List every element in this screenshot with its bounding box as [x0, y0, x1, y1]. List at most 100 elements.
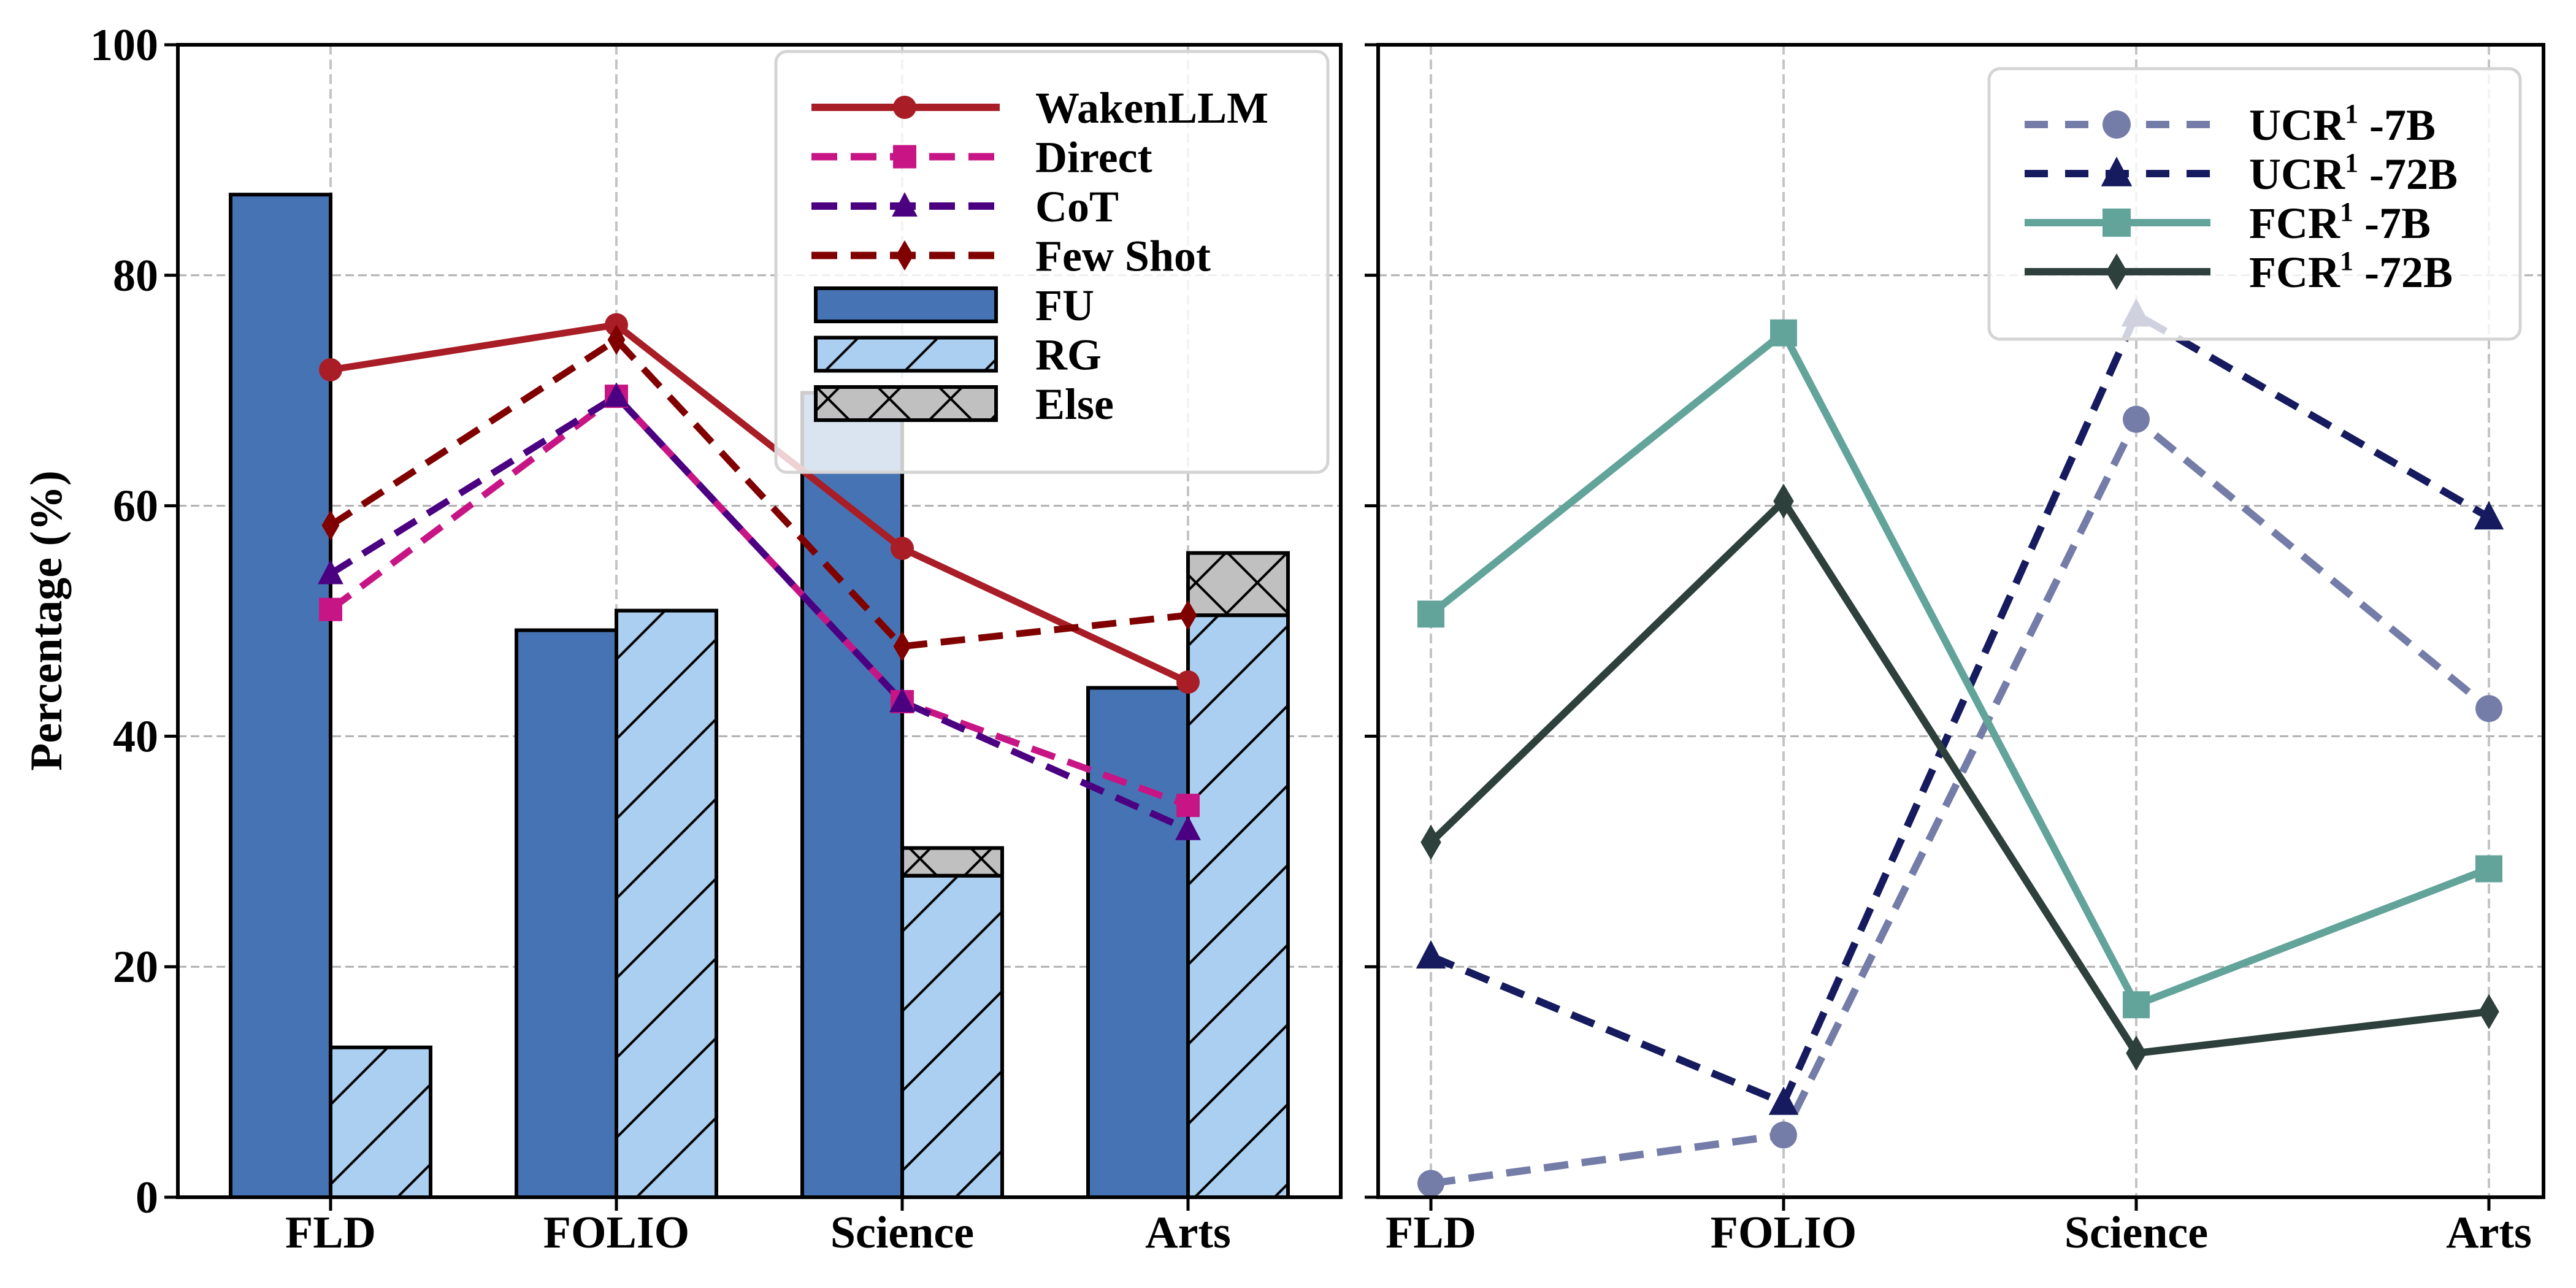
y-tick-label: 20: [113, 942, 158, 992]
point-direct: [319, 597, 342, 621]
legend-marker-direct: [893, 145, 916, 169]
x-tick-label: FLD: [285, 1208, 376, 1258]
point-ucr-7b: [1417, 1170, 1444, 1197]
point-cot: [318, 559, 343, 585]
point-few-shot: [893, 631, 911, 662]
x-tick-label: FOLIO: [543, 1208, 689, 1258]
y-tick-label: 60: [113, 481, 158, 532]
line-fcr-7b: [1428, 329, 2491, 1009]
legend-patch-rg: [814, 335, 998, 373]
legend-label-wakenllm: WakenLLM: [1035, 83, 1268, 132]
legend-marker-few-shot: [895, 240, 914, 271]
line-direct: [328, 393, 1189, 809]
x-tick-label: Arts: [1145, 1208, 1231, 1258]
left-bars: [229, 193, 1290, 1200]
line-wakenllm: [330, 321, 1190, 686]
point-fcr-72b: [1773, 483, 1794, 519]
legend-label-fu: FU: [1035, 281, 1094, 330]
y-tick-label: 40: [113, 711, 158, 762]
point-ucr-7b: [2123, 405, 2150, 433]
point-fcr-7b: [2123, 991, 2150, 1019]
legend-label-ucr-72b: UCR1 -72B: [2249, 148, 2458, 199]
legend-label-name: FCR: [2249, 199, 2340, 248]
legend-marker-cot: [892, 192, 918, 217]
legend-label-superscript: 1: [2340, 197, 2353, 227]
legend-marker-fcr-72b: [2106, 253, 2128, 290]
legend-label-suffix: -7B: [2353, 199, 2431, 248]
legend-label-direct: Direct: [1035, 133, 1152, 182]
right-lines: [1416, 298, 2504, 1197]
legend-marker-fcr-7b: [2103, 209, 2131, 237]
point-few-shot: [321, 510, 340, 541]
point-few-shot: [1179, 600, 1197, 631]
point-ucr-7b: [1770, 1121, 1797, 1149]
line-ucr-7b: [1430, 415, 2491, 1187]
legend-label-few-shot: Few Shot: [1035, 232, 1211, 281]
point-fcr-72b: [1420, 824, 1441, 860]
x-tick-label: FLD: [1386, 1208, 1476, 1258]
x-tick-label: Science: [2064, 1208, 2208, 1258]
point-cot: [1175, 815, 1201, 840]
legend-label-suffix: -7B: [2358, 101, 2436, 150]
point-fcr-72b: [2478, 994, 2499, 1030]
point-wakenllm: [891, 537, 914, 561]
bar-fu: [515, 628, 618, 1199]
point-cot: [604, 382, 629, 407]
legend-label-else: Else: [1035, 380, 1114, 429]
left-panel: 0 20 40 60 80 100 FLD FOLIO Science Arts Percenta…: [21, 20, 1343, 1258]
point-ucr-72b: [1416, 940, 1446, 969]
line-ucr-72b: [1429, 310, 2491, 1106]
point-cot: [889, 688, 915, 713]
legend-label-fcr-7b: FCR1 -7B: [2249, 197, 2431, 248]
right-axes-frame: [1376, 43, 2545, 1199]
y-axis-label: Percentage (%): [21, 470, 72, 771]
point-fcr-7b: [1417, 600, 1444, 628]
right-ticks: FLD FOLIO Science Arts: [1365, 43, 2532, 1258]
bar-fu: [229, 193, 332, 1199]
x-tick-label: FOLIO: [1711, 1208, 1857, 1258]
point-wakenllm: [1176, 670, 1200, 694]
point-ucr-72b: [2474, 500, 2504, 530]
legend-label-superscript: 1: [2340, 246, 2353, 276]
legend-label-suffix: -72B: [2358, 150, 2458, 199]
left-axes-frame: [176, 43, 1343, 1199]
bar-rg: [615, 608, 718, 1199]
x-tick-label: Science: [830, 1208, 974, 1258]
legend-label-suffix: -72B: [2353, 248, 2453, 297]
bar-else: [900, 846, 1004, 878]
point-wakenllm: [319, 358, 342, 381]
left-ticks: 0 20 40 60 80 100 FLD FOLIO Science Arts: [90, 20, 1231, 1258]
line-cot: [329, 393, 1190, 833]
legend-label-name: UCR: [2249, 101, 2345, 150]
left-lines: [318, 313, 1201, 840]
legend-label-superscript: 1: [2345, 99, 2358, 129]
bar-fu: [1086, 686, 1190, 1200]
legend-label-fcr-72b: FCR1 -72B: [2249, 246, 2453, 297]
line-fcr-72b: [1428, 497, 2490, 1057]
legend-patch-fu: [814, 286, 998, 323]
point-fcr-7b: [1770, 319, 1797, 347]
y-tick-label: 0: [136, 1173, 158, 1223]
legend-label-superscript: 1: [2345, 148, 2358, 178]
bar-rg: [329, 1045, 432, 1199]
bar-rg: [900, 873, 1004, 1200]
line-few-shot: [329, 336, 1189, 650]
legend-label-name: FCR: [2249, 248, 2340, 297]
bar-else: [1186, 551, 1290, 618]
point-ucr-72b: [1768, 1086, 1799, 1115]
legend-label-ucr-7b: UCR1 -7B: [2249, 99, 2436, 150]
legend-label-rg: RG: [1035, 331, 1102, 380]
x-tick-label: Arts: [2446, 1208, 2532, 1258]
point-fcr-72b: [2126, 1035, 2147, 1071]
y-tick-label: 100: [90, 20, 158, 71]
point-fcr-7b: [2475, 855, 2502, 883]
point-ucr-7b: [2475, 695, 2502, 723]
legend-label-name: UCR: [2249, 150, 2345, 199]
legend-marker-ucr-7b: [2103, 110, 2131, 139]
legend-marker-wakenllm: [893, 96, 916, 119]
legend-label-cot: CoT: [1035, 182, 1119, 231]
